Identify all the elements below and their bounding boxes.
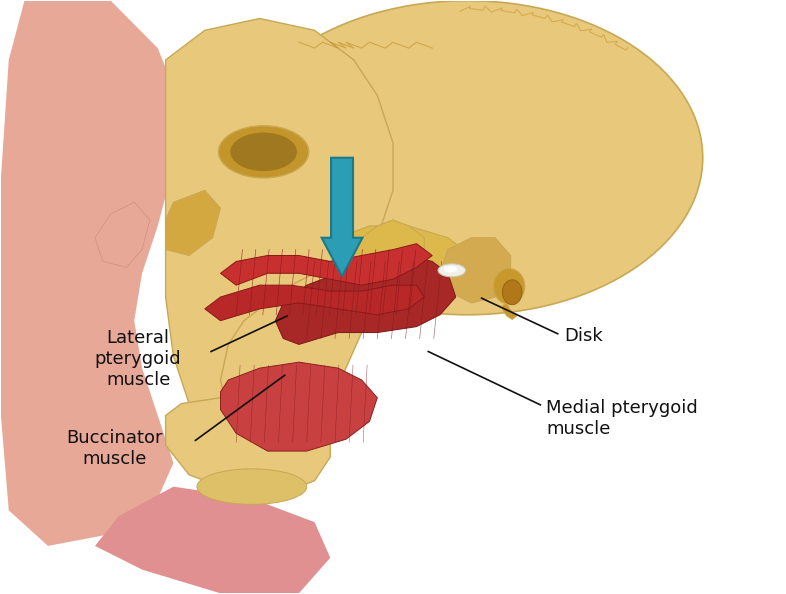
Ellipse shape: [219, 126, 309, 178]
Polygon shape: [221, 249, 369, 451]
Ellipse shape: [502, 280, 522, 305]
Polygon shape: [440, 238, 511, 303]
Polygon shape: [503, 304, 517, 320]
FancyArrow shape: [321, 158, 362, 276]
Text: Disk: Disk: [564, 327, 603, 345]
Polygon shape: [1, 1, 182, 546]
Polygon shape: [221, 244, 432, 285]
Ellipse shape: [232, 1, 703, 315]
Polygon shape: [95, 202, 150, 267]
Text: Lateral
pterygoid
muscle: Lateral pterygoid muscle: [95, 330, 182, 389]
Polygon shape: [221, 362, 377, 451]
Polygon shape: [95, 486, 330, 593]
Polygon shape: [166, 398, 330, 492]
Ellipse shape: [438, 264, 465, 277]
Text: Medial pterygoid
muscle: Medial pterygoid muscle: [546, 399, 698, 438]
Polygon shape: [205, 285, 424, 321]
Ellipse shape: [197, 469, 307, 504]
Polygon shape: [166, 190, 221, 255]
Polygon shape: [330, 226, 487, 285]
Polygon shape: [166, 18, 393, 445]
Polygon shape: [275, 255, 456, 345]
Ellipse shape: [230, 132, 297, 171]
Polygon shape: [346, 220, 424, 279]
Text: Buccinator
muscle: Buccinator muscle: [66, 429, 163, 467]
Ellipse shape: [443, 266, 457, 273]
Ellipse shape: [494, 268, 525, 304]
